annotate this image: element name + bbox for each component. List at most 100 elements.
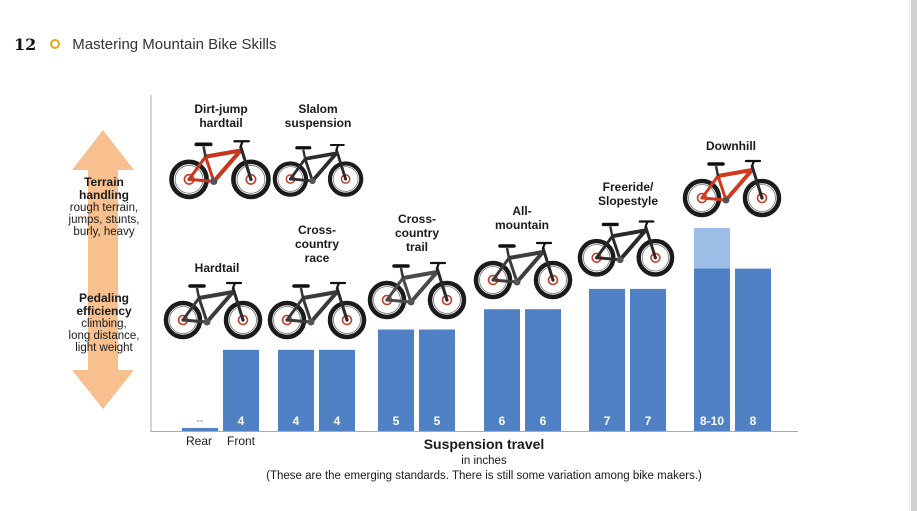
- page-number: 12: [14, 34, 37, 54]
- hardtail-bike-seatpost: [195, 287, 201, 299]
- hardtail-bike-crank: [203, 318, 211, 326]
- slalom-bike-rear-triangle: [289, 157, 314, 183]
- label-xc-race-line3: race: [304, 251, 330, 265]
- x-axis-unit: in inches: [461, 455, 507, 467]
- freeride-front-bar: [630, 288, 666, 431]
- dirt-jump-bike-crank: [210, 177, 218, 186]
- slalom-bike-seatpost: [302, 149, 307, 160]
- hardtail-bike-fork: [231, 287, 245, 321]
- xc-race-rear-bar: [278, 349, 314, 431]
- slalom-bike-tire-1: [327, 161, 364, 197]
- downhill-bike-rear-triangle: [700, 174, 728, 202]
- label-slalom: Slalom suspension: [285, 102, 352, 130]
- downhill-bike-fork: [750, 165, 764, 199]
- hardtail-bike-rim-1: [229, 306, 257, 334]
- bullet-icon: [50, 39, 61, 49]
- hardtail-bike-handlebar: [225, 281, 243, 290]
- freeride-bike-crank: [616, 256, 624, 264]
- all-mountain-front-bar: [525, 309, 561, 431]
- label-freeride: Freeride/ Slopestyle: [598, 180, 658, 208]
- downhill-rear-value-label: 8-10: [700, 414, 724, 428]
- label-hardtail: Hardtail: [195, 261, 240, 275]
- label-xc-race-line2: country: [294, 237, 340, 251]
- front-sublabel: Front: [227, 434, 256, 448]
- xc-race-bike-tire-1: [327, 300, 367, 340]
- label-freeride-line1: Freeride/: [602, 180, 654, 194]
- all-mountain-rear-value-label: 6: [499, 414, 506, 428]
- hardtail-rear-value-label: --: [197, 416, 204, 427]
- all-mountain-bike-tire-1: [533, 260, 573, 300]
- xc-race-bike-icon: [267, 281, 367, 340]
- label-downhill-line1: Downhill: [706, 139, 756, 153]
- terrain-title-1: Terrain: [84, 175, 124, 189]
- all-mountain-front-value-label: 6: [540, 414, 547, 428]
- pedaling-desc-2: long distance,: [68, 330, 140, 342]
- slalom-bike-fork: [335, 149, 347, 180]
- all-mountain-bike-icon: [473, 241, 573, 300]
- chapter-title: Mastering Mountain Bike Skills: [72, 35, 277, 53]
- all-mountain-rear-bar: [484, 309, 520, 431]
- xc-race-bike-fork: [335, 287, 349, 321]
- freeride-rear-bar: [589, 288, 625, 431]
- label-xc-trail-line1: Cross-: [397, 212, 437, 226]
- label-slalom-line1: Slalom: [298, 102, 338, 116]
- hardtail-bike-tire-1: [223, 300, 263, 340]
- label-slalom-line2: suspension: [284, 116, 352, 130]
- label-xc-trail-line2: country: [394, 226, 440, 240]
- page-header: 12 Mastering Mountain Bike Skills: [14, 34, 277, 54]
- xc-race-bike-seatpost: [299, 287, 305, 299]
- downhill-bike-handlebar: [744, 159, 762, 168]
- label-all-mountain-line1: All-: [512, 204, 532, 218]
- all-mountain-bike-seatpost: [505, 247, 511, 259]
- slalom-bike-crank: [309, 177, 316, 185]
- label-downhill: Downhill: [706, 139, 756, 153]
- label-xc-race: Cross- country race: [295, 223, 339, 265]
- hardtail-bike-rear-triangle: [181, 296, 209, 324]
- downhill-rear-bar: [694, 268, 730, 431]
- hardtail-rear-bar: [182, 428, 218, 431]
- freeride-bike-rear-triangle: [595, 234, 622, 262]
- dirt-jump-bike-fork: [239, 145, 253, 180]
- label-hardtail-line1: Hardtail: [194, 261, 240, 275]
- downhill-bike-tire-1: [742, 178, 782, 218]
- xc-race-bike-crank: [307, 318, 315, 326]
- terrain-desc-1: rough terrain,: [69, 202, 139, 214]
- page-edge-line: [909, 0, 910, 511]
- pedaling-title-1: Pedaling: [78, 291, 129, 305]
- label-dirt-jump-line2: hardtail: [199, 116, 243, 130]
- hardtail-bike-icon: [163, 281, 263, 340]
- xc-trail-bike-fork: [435, 267, 449, 301]
- terrain-desc-2: jumps, stunts,: [68, 214, 140, 226]
- freeride-bike-rim-1: [641, 244, 670, 272]
- page-edge: [911, 0, 917, 511]
- label-all-mountain: All- mountain: [495, 204, 549, 232]
- pedaling-desc-3: light weight: [75, 342, 133, 354]
- downhill-bike-crank: [722, 196, 730, 204]
- dirt-jump-bike-rim-1: [236, 165, 266, 194]
- label-xc-trail: Cross- country trail: [395, 212, 439, 254]
- pedaling-title-2: efficiency: [76, 304, 132, 318]
- hardtail-front-value-label: 4: [238, 414, 245, 428]
- dirt-jump-bike-seatpost: [202, 146, 207, 157]
- xc-trail-bike-rim-1: [433, 286, 461, 314]
- freeride-bike-seatpost: [609, 226, 614, 237]
- xc-trail-bike-tire-1: [427, 280, 467, 320]
- downhill-front-value-label: 8: [750, 414, 757, 428]
- x-axis-title: Suspension travel: [423, 436, 545, 452]
- xc-race-rear-value-label: 4: [293, 414, 300, 428]
- label-xc-race-line1: Cross-: [297, 223, 337, 237]
- label-dirt-jump: Dirt-jump hardtail: [194, 102, 247, 130]
- downhill-bike-rim-1: [748, 184, 776, 212]
- all-mountain-bike-handlebar: [535, 241, 553, 250]
- terrain-handling-label: Terrain handling rough terrain, jumps, s…: [56, 176, 152, 238]
- all-mountain-bike-rim-1: [539, 266, 567, 294]
- label-dirt-jump-line1: Dirt-jump: [194, 102, 248, 116]
- freeride-bike-fork: [644, 225, 657, 259]
- xc-trail-bike-crank: [407, 298, 415, 306]
- freeride-rear-value-label: 7: [604, 414, 611, 428]
- freeride-bike-handlebar: [638, 220, 655, 228]
- xc-race-bike-rim-1: [333, 306, 361, 334]
- slalom-bike-rim-1: [332, 166, 359, 192]
- downhill-front-bar: [735, 268, 771, 431]
